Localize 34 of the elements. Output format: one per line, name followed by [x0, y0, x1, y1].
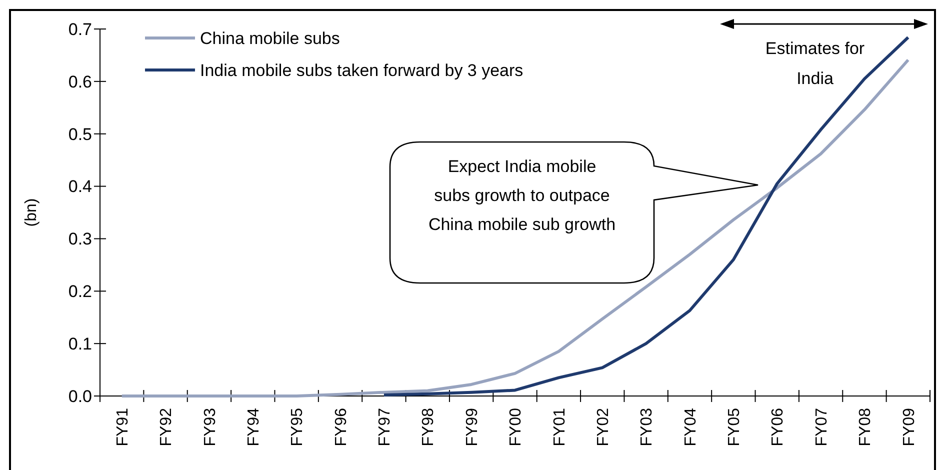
- x-tick-label: FY96: [332, 408, 350, 446]
- x-tick-label: FY07: [813, 408, 830, 446]
- x-tick-label: FY92: [158, 408, 176, 446]
- x-tick-label: FY91: [114, 408, 132, 446]
- x-tick-label: FY09: [900, 408, 918, 446]
- x-tick-label: FY94: [245, 408, 262, 446]
- legend-label: China mobile subs: [200, 28, 340, 48]
- line-series: [382, 36, 910, 396]
- x-tick-label: FY04: [682, 408, 700, 446]
- x-tick-label: FY03: [638, 408, 656, 446]
- y-tick-label: 0.0: [68, 386, 92, 406]
- x-tick-label: FY98: [420, 408, 438, 446]
- annotation: Estimates for India: [765, 38, 865, 88]
- legend-label: India mobile subs taken forward by 3 years: [200, 60, 524, 80]
- x-tick-label: FY05: [726, 408, 744, 446]
- y-tick-label: 0.5: [68, 124, 92, 144]
- y-tick-label: 0.2: [68, 282, 92, 302]
- y-tick-label: 0.1: [68, 334, 92, 354]
- x-tick-label: FY01: [551, 408, 568, 446]
- x-tick-label: FY06: [770, 408, 787, 446]
- annotation: Expect India mobile subs growth to outpace China mobile sub growth: [428, 156, 616, 234]
- y-tick-label: 0.4: [68, 177, 92, 196]
- x-tick-label: FY08: [857, 408, 874, 446]
- x-tick-label: FY93: [202, 408, 219, 446]
- y-tick-label: 0.3: [68, 230, 92, 249]
- x-tick-label: FY99: [464, 408, 481, 446]
- x-tick-label: FY00: [508, 408, 525, 446]
- line-series: [120, 58, 910, 398]
- y-tick-label: 0.7: [68, 20, 92, 39]
- x-tick-label: FY95: [289, 408, 306, 446]
- x-tick-label: FY97: [376, 408, 394, 446]
- x-tick-label: FY02: [594, 408, 612, 446]
- y-axis-title: (bn): [23, 198, 40, 227]
- y-tick-label: 0.6: [68, 72, 92, 92]
